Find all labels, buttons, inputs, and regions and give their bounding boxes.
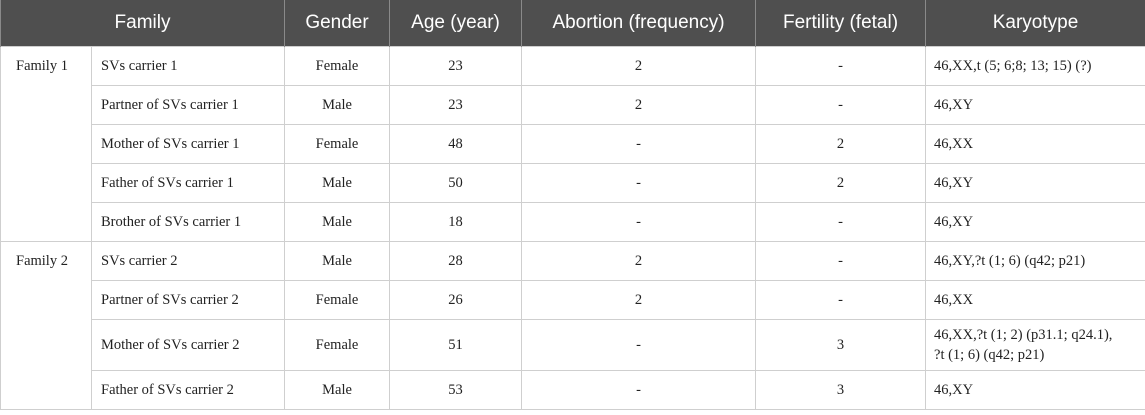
abortion-cell: 2 <box>521 240 757 281</box>
table-row: Partner of SVs carrier 2 Female 26 2-46,XX <box>1 279 1145 320</box>
fertility-cell: - <box>755 240 927 281</box>
abortion-cell: - <box>521 162 757 203</box>
fertility-cell: 3 <box>755 318 927 371</box>
header-gender: Gender <box>284 0 391 46</box>
gender-cell: Female <box>284 45 391 86</box>
table-row: Father of SVs carrier 2 Male 53-3 46,XY <box>1 369 1145 410</box>
gender-cell: Female <box>284 279 391 320</box>
member-cell: Brother of SVs carrier 1 <box>90 201 286 242</box>
fertility-cell: 2 <box>755 162 927 203</box>
abortion-cell: - <box>521 201 757 242</box>
table-row: Family 1 SVs carrier 1 Female 23 2-46,XX,t (… <box>0 45 1145 242</box>
age-cell: 28 <box>389 240 523 281</box>
age-cell: 26 <box>389 279 523 320</box>
gender-cell: Female <box>284 318 391 371</box>
member-cell: SVs carrier 2 <box>90 240 286 281</box>
age-cell: 48 <box>389 123 523 164</box>
table-row: Brother of SVs carrier 1 Male 18- -46,XY <box>1 201 1145 242</box>
gender-cell: Male <box>284 162 391 203</box>
gender-cell: Female <box>284 123 391 164</box>
age-cell: 18 <box>389 201 523 242</box>
table-header: Family Gender Age (year) Abortion (frequ… <box>0 0 1145 46</box>
karyotype-line: 46,XX <box>934 291 974 308</box>
abortion-cell: - <box>521 318 757 371</box>
family-name-cell: Family 1 <box>0 45 92 242</box>
table-body: Family 1 SVs carrier 1 Female 23 2-46,XX,t (… <box>0 45 1145 410</box>
table-row: Partner of SVs carrier 1 Male 23 2-46,XY <box>1 84 1145 125</box>
age-cell: 53 <box>389 369 523 410</box>
abortion-cell: 2 <box>521 279 757 320</box>
karyotype-line: 46,XY <box>934 96 974 113</box>
abortion-cell: 2 <box>521 45 757 86</box>
karyotype-line: 46,XX <box>934 135 974 152</box>
abortion-cell: - <box>521 369 757 410</box>
age-cell: 50 <box>389 162 523 203</box>
header-age: Age (year) <box>389 0 523 46</box>
table-row: Mother of SVs carrier 2 Female 51-3 46,XX,?… <box>1 318 1145 371</box>
karyotype-line: 46,XY <box>934 174 974 191</box>
member-cell: SVs carrier 1 <box>90 45 286 86</box>
age-cell: 51 <box>389 318 523 371</box>
karyotype-cell: 46,XX <box>925 123 1145 164</box>
karyotype-cell: 46,XX <box>925 279 1145 320</box>
karyotype-cell: 46,XX,?t (1; 2) (p31.1; q24.1), ?t (1; 6)… <box>925 318 1145 371</box>
member-cell: Father of SVs carrier 1 <box>90 162 286 203</box>
fertility-cell: - <box>755 279 927 320</box>
table-row: Mother of SVs carrier 1 Female 48-2 46,XX <box>1 123 1145 164</box>
family-name-cell: Family 2 <box>0 240 92 410</box>
karyotype-cell: 46,XX,t (5; 6;8; 13; 15) (?) <box>925 45 1145 86</box>
header-fertility: Fertility (fetal) <box>755 0 927 46</box>
age-cell: 23 <box>389 84 523 125</box>
karyotype-line: 46,XY <box>934 381 974 398</box>
karyotype-cell: 46,XY,?t (1; 6) (q42; p21) <box>925 240 1145 281</box>
karyotype-line: ?t (1; 6) (q42; p21) <box>934 346 1045 363</box>
member-cell: Partner of SVs carrier 2 <box>90 279 286 320</box>
age-cell: 23 <box>389 45 523 86</box>
fertility-cell: - <box>755 201 927 242</box>
karyotype-cell: 46,XY <box>925 162 1145 203</box>
header-abortion: Abortion (frequency) <box>521 0 757 46</box>
fertility-cell: - <box>755 45 927 86</box>
table-row: Father of SVs carrier 1 Male 50-2 46,XY <box>1 162 1145 203</box>
karyotype-cell: 46,XY <box>925 84 1145 125</box>
gender-cell: Male <box>284 84 391 125</box>
karyotype-line: 46,XY,?t (1; 6) (q42; p21) <box>934 252 1086 269</box>
member-cell: Partner of SVs carrier 1 <box>90 84 286 125</box>
header-family: Family <box>0 0 286 46</box>
karyotype-cell: 46,XY <box>925 369 1145 410</box>
header-row: Family Gender Age (year) Abortion (frequ… <box>0 0 1145 46</box>
karyotype-cell: 46,XY <box>925 201 1145 242</box>
fertility-cell: 3 <box>755 369 927 410</box>
gender-cell: Male <box>284 369 391 410</box>
header-karyotype: Karyotype <box>925 0 1145 46</box>
member-cell: Mother of SVs carrier 2 <box>90 318 286 371</box>
fertility-cell: 2 <box>755 123 927 164</box>
gender-cell: Male <box>284 240 391 281</box>
karyotype-line: 46,XX,t (5; 6;8; 13; 15) (?) <box>934 57 1092 74</box>
member-cell: Mother of SVs carrier 1 <box>90 123 286 164</box>
karyotype-line: 46,XX,?t (1; 2) (p31.1; q24.1), <box>934 326 1113 343</box>
gender-cell: Male <box>284 201 391 242</box>
member-cell: Father of SVs carrier 2 <box>90 369 286 410</box>
karyotype-line: 46,XY <box>934 213 974 230</box>
fertility-cell: - <box>755 84 927 125</box>
abortion-cell: - <box>521 123 757 164</box>
abortion-cell: 2 <box>521 84 757 125</box>
table-row: Family 2 SVs carrier 2 Male 28 2-46,XY,?t (1… <box>0 240 1145 410</box>
